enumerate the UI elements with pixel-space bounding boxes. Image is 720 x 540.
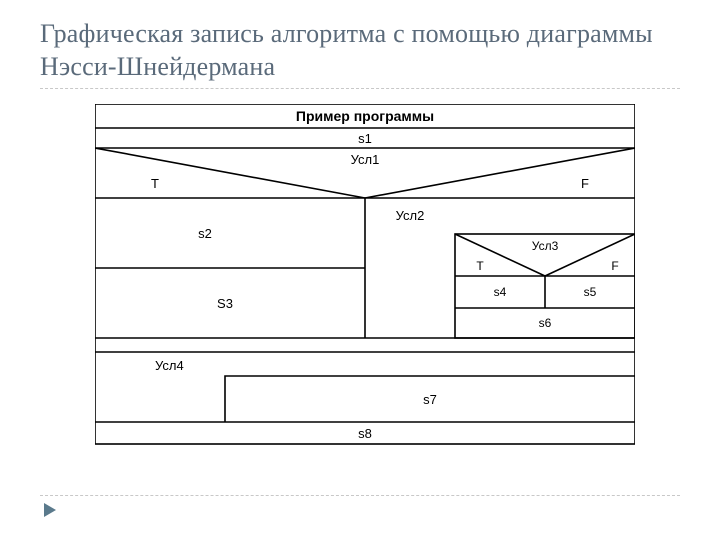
nassi-diagram: Пример программы s1 Усл1 T F s2 S3 Усл2 …	[95, 104, 635, 454]
label-cond2: Усл2	[396, 208, 425, 223]
label-cond3-F: F	[611, 259, 618, 273]
label-s7: s7	[423, 392, 437, 407]
label-header: Пример программы	[296, 108, 434, 124]
slide-title: Графическая запись алгоритма с помощью д…	[40, 18, 680, 83]
label-s2: s2	[198, 226, 212, 241]
label-s5: s5	[584, 285, 597, 299]
divider-bottom	[40, 495, 680, 496]
label-s8: s8	[358, 426, 372, 441]
label-s1: s1	[358, 131, 372, 146]
label-cond1: Усл1	[351, 152, 380, 167]
label-s3: S3	[217, 296, 233, 311]
slide-marker-icon	[44, 503, 56, 517]
label-s6: s6	[539, 316, 552, 330]
divider-top	[40, 88, 680, 89]
label-cond1-T: T	[151, 176, 159, 191]
label-cond3: Усл3	[532, 239, 559, 253]
label-cond4: Усл4	[155, 358, 184, 373]
label-cond1-F: F	[581, 176, 589, 191]
label-s4: s4	[494, 285, 507, 299]
nassi-svg: Пример программы s1 Усл1 T F s2 S3 Усл2 …	[95, 104, 635, 454]
label-cond3-T: T	[476, 259, 484, 273]
